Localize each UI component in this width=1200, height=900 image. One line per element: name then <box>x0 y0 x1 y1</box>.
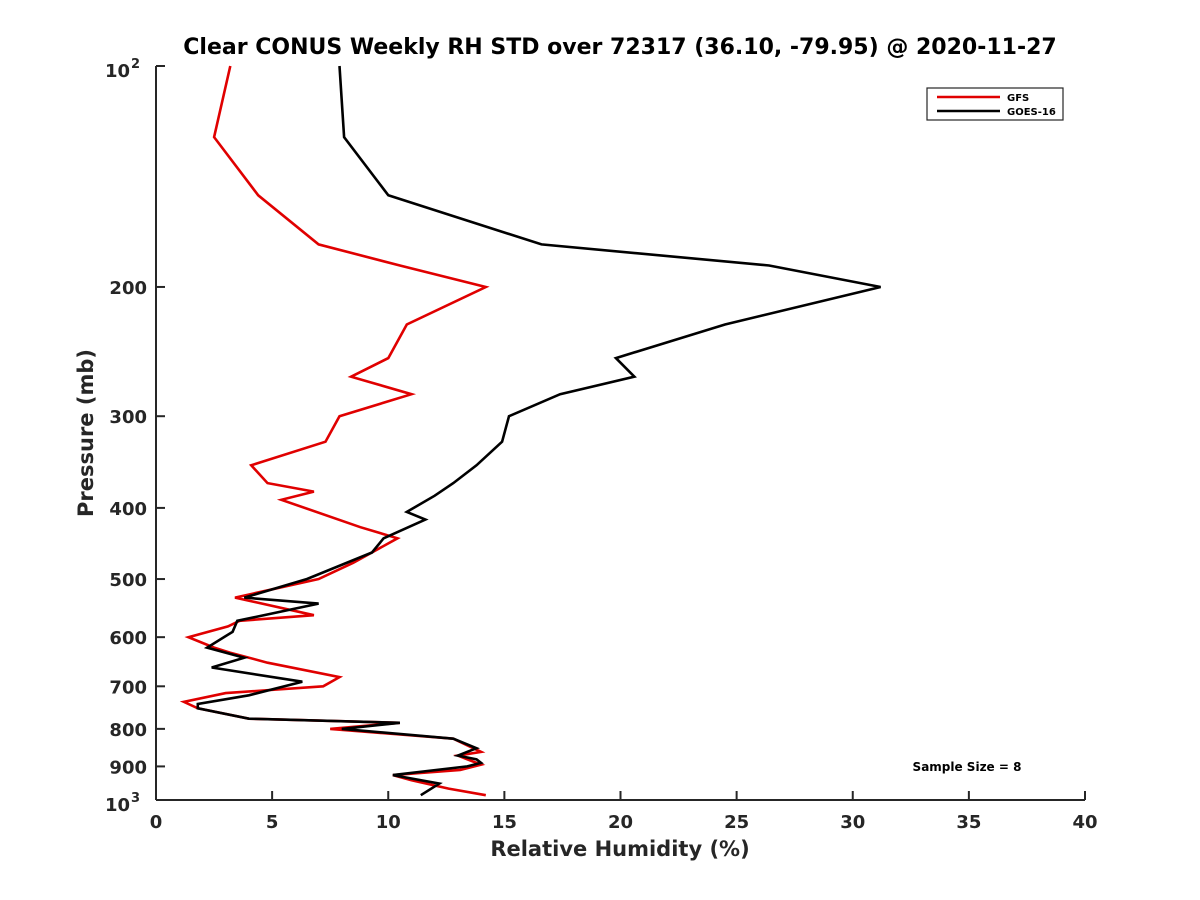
y-tick-label-exponent: 2 <box>131 57 140 72</box>
y-tick-label: 800 <box>109 720 147 741</box>
y-tick-label: 600 <box>109 628 147 649</box>
y-axis-label: Pressure (mb) <box>74 349 98 517</box>
y-tick-label: 700 <box>109 677 147 698</box>
series-line-goes-16 <box>196 65 881 797</box>
x-tick-label: 5 <box>266 812 279 833</box>
y-tick-label: 200 <box>109 278 147 299</box>
x-tick-label: 10 <box>376 812 401 833</box>
legend-label: GOES-16 <box>1007 107 1056 118</box>
x-tick-label: 20 <box>608 812 633 833</box>
x-tick-label: 35 <box>956 812 981 833</box>
y-tick-label-power: 10 2 <box>105 57 140 82</box>
y-tick-label: 900 <box>109 757 147 778</box>
series-line-gfs <box>179 65 490 797</box>
series-lines <box>179 65 881 797</box>
y-tick-label-exponent: 3 <box>131 791 140 806</box>
x-tick-label: 15 <box>492 812 517 833</box>
x-axis-label: Relative Humidity (%) <box>490 837 749 861</box>
x-axis-ticks: 0 5 10 15 20 25 30 35 40 <box>150 791 1098 833</box>
y-tick-label: 400 <box>109 499 147 520</box>
y-tick-label-base: 10 <box>105 795 130 816</box>
legend-label: GFS <box>1007 93 1029 104</box>
legend-box <box>926 87 1064 121</box>
x-tick-label: 40 <box>1072 812 1097 833</box>
legend: GFS GOES-16 <box>926 87 1064 121</box>
x-tick-label: 30 <box>840 812 865 833</box>
plot-background <box>156 66 1085 800</box>
x-tick-label: 0 <box>150 812 163 833</box>
y-tick-label: 300 <box>109 407 147 428</box>
y-tick-label-base: 10 <box>105 61 130 82</box>
x-tick-label: 25 <box>724 812 749 833</box>
sample-size-annotation: Sample Size = 8 <box>913 760 1022 774</box>
y-tick-label-power: 10 3 <box>105 791 140 816</box>
plot-area <box>155 66 1085 801</box>
chart-title: Clear CONUS Weekly RH STD over 72317 (36… <box>183 35 1056 60</box>
y-tick-label: 500 <box>109 570 147 591</box>
